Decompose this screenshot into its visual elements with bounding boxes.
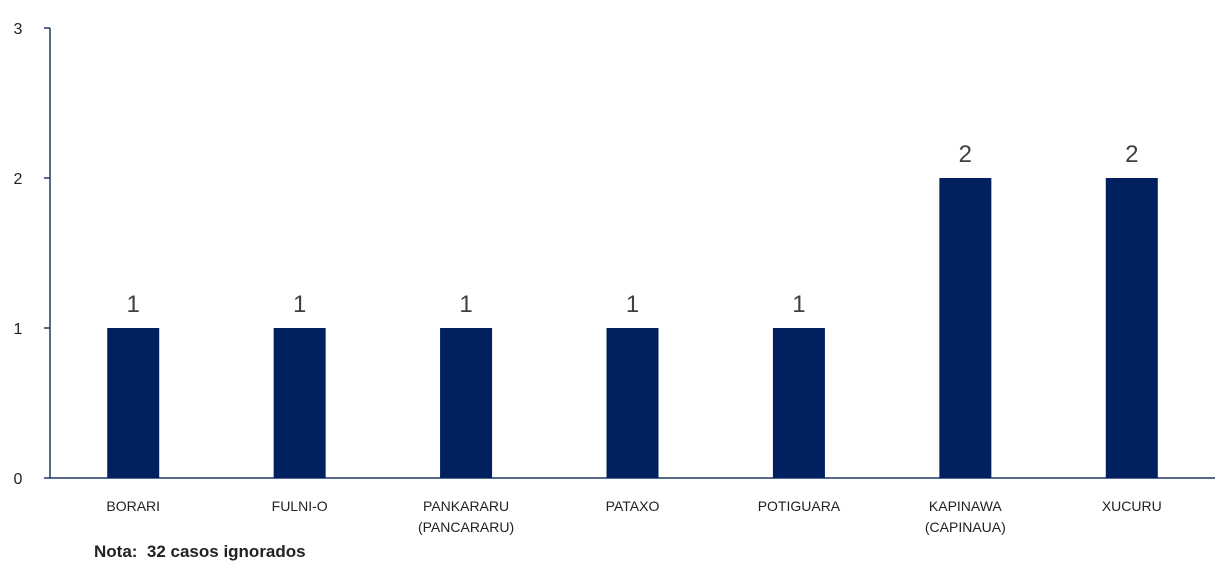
bar (1105, 178, 1158, 478)
data-label: 2 (959, 141, 972, 168)
category-label: XUCURU (1102, 498, 1162, 514)
category-label: BORARI (106, 498, 160, 514)
category-label: PANKARARU (423, 498, 509, 514)
data-label: 1 (293, 291, 306, 318)
data-label: 1 (127, 291, 140, 318)
bar (273, 328, 326, 478)
bar (606, 328, 659, 478)
bar (939, 178, 992, 478)
data-label: 2 (1125, 141, 1138, 168)
labels: 1 BORARI 1 FULNI-O 1 PANKARARU (PANCARARU) 1 PAT… (106, 141, 1161, 535)
bars (107, 178, 1158, 478)
category-label: POTIGUARA (758, 498, 841, 514)
category-label: PATAXO (606, 498, 660, 514)
y-tick-label: 0 (14, 471, 23, 488)
category-label: (PANCARARU) (418, 519, 514, 535)
category-label: KAPINAWA (929, 498, 1003, 514)
data-label: 1 (459, 291, 472, 318)
bar (772, 328, 825, 478)
y-tick-label: 2 (14, 171, 23, 188)
y-tick-label: 1 (14, 321, 23, 338)
category-label: (CAPINAUA) (925, 519, 1006, 535)
data-label: 1 (626, 291, 639, 318)
y-tick-label: 3 (14, 21, 23, 38)
category-label: FULNI-O (272, 498, 328, 514)
footnote: Nota: 32 casos ignorados (94, 542, 306, 561)
bar-chart: 0 1 2 3 1 BORARI 1 FULNI-O 1 PANKARARU (PANCARARU… (14, 21, 1215, 535)
data-label: 1 (792, 291, 805, 318)
bar (107, 328, 160, 478)
bar (440, 328, 493, 478)
